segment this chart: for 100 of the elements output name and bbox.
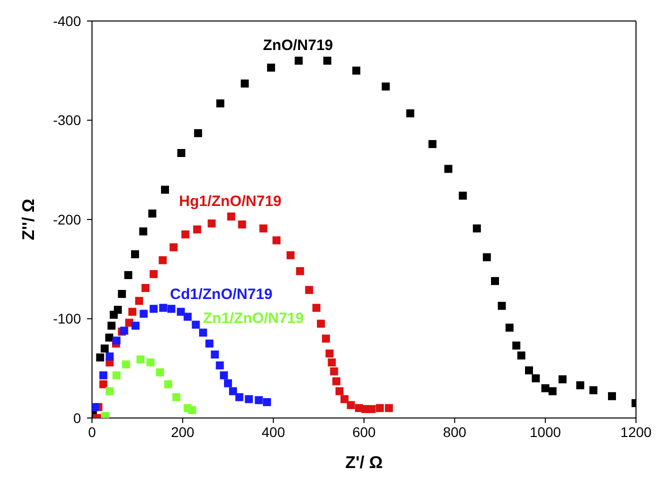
y-tick-label: -400	[52, 12, 82, 29]
point	[193, 225, 202, 234]
point	[199, 328, 208, 337]
point	[323, 56, 332, 65]
point	[139, 227, 148, 236]
point	[176, 308, 185, 316]
series-label: ZnO/N719	[263, 37, 334, 54]
point	[122, 360, 130, 368]
y-axis-title: Z''/ Ω	[19, 198, 38, 240]
y-tick-label: -100	[52, 310, 82, 327]
point	[316, 320, 325, 328]
point	[491, 277, 500, 286]
series-label: Cd1/ZnO/N719	[170, 286, 273, 303]
point	[216, 361, 224, 370]
point	[512, 342, 520, 350]
x-tick-label: 800	[442, 424, 467, 440]
point	[194, 129, 202, 138]
point	[188, 406, 196, 414]
point	[262, 398, 271, 406]
point	[576, 381, 584, 390]
point	[444, 164, 452, 173]
point	[135, 296, 144, 305]
point	[332, 377, 340, 386]
point	[428, 140, 436, 148]
point	[228, 387, 237, 396]
point	[384, 404, 393, 412]
point	[210, 350, 219, 358]
point	[254, 396, 263, 404]
y-tick-label: 0	[73, 410, 82, 426]
point	[558, 375, 567, 384]
point	[267, 64, 276, 72]
point	[482, 253, 491, 262]
point	[220, 371, 228, 380]
series-label: Hg1/ZnO/N719	[179, 193, 282, 210]
point	[330, 367, 338, 376]
point	[170, 243, 178, 252]
point	[517, 351, 526, 360]
point	[112, 371, 120, 380]
point	[132, 322, 140, 330]
point	[205, 340, 214, 348]
point	[336, 387, 344, 396]
point	[146, 358, 154, 366]
point	[244, 395, 253, 404]
point	[105, 334, 114, 342]
point	[548, 387, 557, 396]
x-axis-title: Z'/ Ω	[345, 453, 383, 472]
point	[167, 304, 176, 313]
point	[296, 267, 304, 276]
point	[120, 326, 128, 335]
point	[160, 186, 169, 194]
point	[240, 80, 249, 88]
point	[114, 306, 122, 314]
point	[150, 304, 158, 313]
point	[532, 374, 540, 382]
point	[235, 393, 244, 402]
point	[164, 380, 172, 388]
x-tick-label: 0	[88, 424, 96, 440]
point	[312, 304, 320, 312]
point	[352, 66, 360, 75]
point	[140, 310, 148, 318]
point	[118, 290, 126, 298]
point	[208, 219, 216, 228]
point	[96, 353, 104, 362]
point	[227, 212, 236, 221]
point	[506, 324, 514, 332]
point	[472, 224, 481, 232]
x-tick-label: 400	[262, 424, 286, 440]
point	[112, 336, 120, 345]
point	[525, 366, 534, 374]
point	[158, 256, 167, 264]
y-tick-label: -200	[52, 211, 82, 228]
point	[131, 250, 140, 258]
point	[458, 192, 467, 200]
point	[294, 56, 303, 65]
point	[100, 344, 109, 353]
point	[92, 403, 100, 412]
text: Zn1/ZnO/N719	[203, 310, 304, 327]
point	[136, 355, 145, 364]
point	[406, 109, 414, 118]
point	[589, 386, 598, 394]
point	[192, 320, 200, 329]
point	[159, 304, 168, 312]
x-tick-label: 600	[352, 424, 376, 440]
x-tick-label: 1000	[530, 424, 562, 440]
point	[272, 236, 281, 244]
point	[498, 302, 506, 310]
point	[382, 82, 390, 91]
point	[172, 393, 180, 402]
point	[106, 387, 114, 396]
point	[346, 401, 355, 410]
point	[326, 349, 334, 358]
point	[368, 405, 376, 414]
y-tick-label: -300	[52, 112, 82, 128]
point	[156, 368, 164, 376]
point	[340, 395, 349, 404]
point	[148, 210, 156, 218]
point	[124, 271, 132, 280]
point	[238, 220, 246, 228]
x-tick-label: 200	[170, 424, 195, 440]
point	[376, 404, 384, 412]
